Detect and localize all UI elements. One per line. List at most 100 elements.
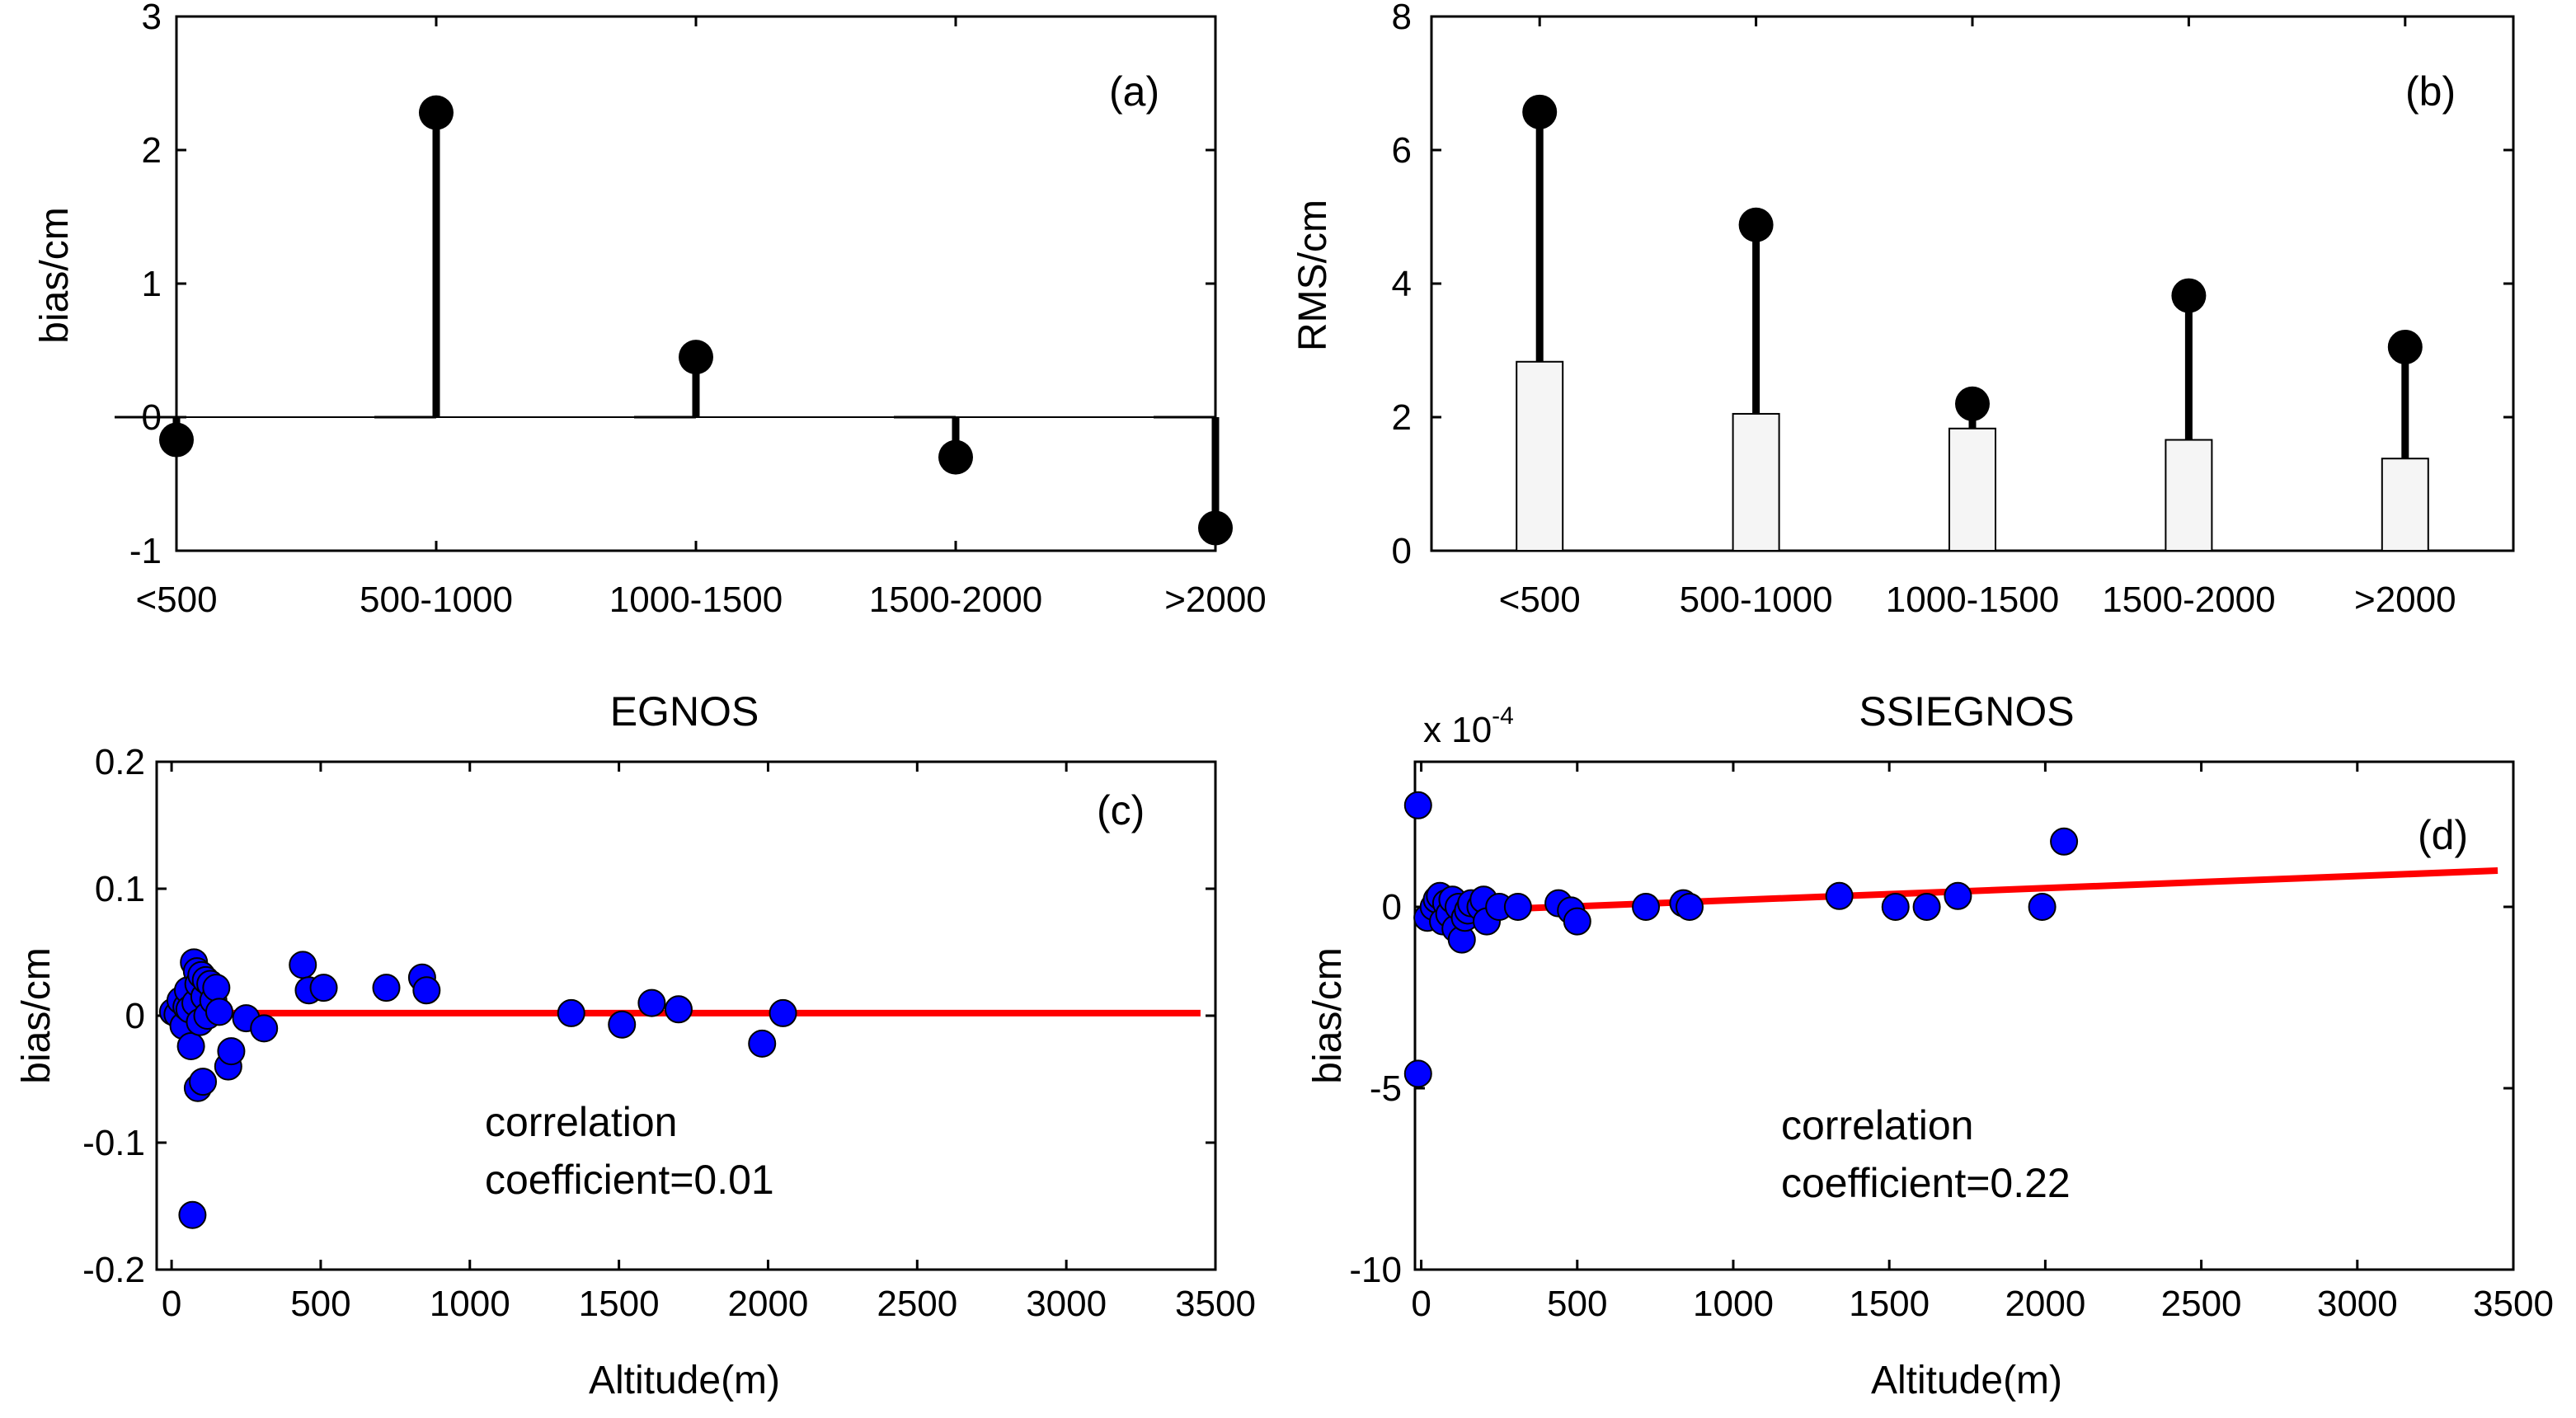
panel-d-y-tick-label: 0 [1382,887,1402,927]
panel-d-x-tick-label: 500 [1547,1284,1607,1324]
panel-a-stem-marker [1198,510,1233,546]
panel-c-data-point [769,998,797,1027]
panel-b-y-tick-label: 4 [1392,264,1412,304]
panel-b-bar [2381,458,2429,552]
panel-b-stem-marker [2387,329,2423,364]
panel-a-label: (a) [1109,68,1159,115]
panel-c-data-point [637,988,666,1017]
panel-d-x-axis-label: Altitude(m) [1871,1359,2062,1402]
panel-d-data-point [1563,907,1591,936]
panel-b-x-tick-label: 1500-2000 [2102,580,2275,620]
panel-c-data-point [412,976,441,1005]
panel-b-y-tick-label: 2 [1392,397,1412,438]
panel-d-scale-factor: x 10-4 [1423,702,1514,750]
panel-b-rms-by-altitude: RMS/cm (b) 0 2 4 6 8 <500 500-1000 1000-1500 150… [1291,0,2515,620]
panel-b-y-tick-label: 8 [1392,0,1412,37]
panel-c-data-point [557,998,585,1027]
panel-a-y-tick-label: -1 [129,531,162,571]
panel-d-data-point [1825,881,1854,910]
panel-c-egnos-scatter: EGNOS bias/cm Altitude(m) (c) correlatio… [15,688,1256,1402]
panel-d-x-tick-label: 1500 [1849,1284,1930,1324]
panel-a-stem-marker [679,340,713,375]
panel-a-y-tick-label: 3 [142,0,162,37]
panel-d-data-point [2028,893,2057,921]
panel-c-y-tick-label: -0.1 [82,1123,145,1163]
panel-b-x-tick-label: 1000-1500 [1886,580,2059,620]
panel-b-x-tick-label: >2000 [2354,580,2456,620]
panel-d-x-tick-label: 1000 [1693,1284,1774,1324]
panel-d-ssiegnos-scatter: SSIEGNOS x 10-4 bias/cm Altitude(m) (d) … [1306,688,2554,1402]
panel-a-x-tick-label: 1000-1500 [609,580,783,620]
panel-b-bar [2165,439,2213,552]
panel-a-y-tick-label: 2 [142,130,162,171]
panel-c-x-tick-label: 1500 [579,1284,660,1324]
panel-d-y-tick-label: -5 [1370,1068,1402,1109]
panel-d-plot-frame [1413,760,2515,1271]
panel-a-stem-marker [938,439,973,475]
panel-c-data-point [664,995,693,1024]
panel-b-stem-marker [1955,386,1990,421]
panel-c-x-tick-label: 3000 [1026,1284,1107,1324]
panel-c-data-point [748,1029,777,1058]
panel-b-x-tick-label: 500-1000 [1680,580,1833,620]
panel-d-data-point [1403,791,1432,819]
panel-a-x-tick-label: 1500-2000 [869,580,1042,620]
panel-c-title: EGNOS [610,688,759,735]
panel-d-x-tick-label: 3500 [2473,1284,2554,1324]
panel-b-bar [1516,360,1564,552]
panel-c-data-point [608,1010,637,1039]
panel-c-label: (c) [1097,787,1145,833]
panel-d-y-tick-label: -10 [1349,1250,1402,1290]
panel-b-y-tick-label: 6 [1392,130,1412,171]
panel-d-y-axis-label: bias/cm [1306,947,1350,1083]
panel-d-x-tick-label: 0 [1411,1284,1431,1324]
panel-c-x-tick-label: 1000 [430,1284,510,1324]
panel-c-data-point [202,974,231,1002]
panel-d-data-point [1503,893,1532,921]
panel-a-y-axis-label: bias/cm [33,207,77,343]
panel-d-label: (d) [2418,812,2468,858]
panel-c-data-point [250,1014,279,1043]
panel-a-x-tick-label: >2000 [1164,580,1267,620]
panel-b-label: (b) [2405,68,2456,115]
panel-c-data-point [372,974,401,1002]
panel-b-stem-marker [2171,278,2207,313]
panel-c-data-point [289,951,317,979]
panel-c-data-point [178,1200,207,1229]
panel-c-y-tick-label: 0 [125,996,145,1036]
panel-d-annotation-line1: correlation [1781,1102,1973,1148]
panel-d-x-tick-label: 2500 [2161,1284,2242,1324]
panel-d-x-tick-label: 3000 [2317,1284,2398,1324]
panel-d-data-point [1912,893,1941,921]
panel-a-stem-marker [419,95,454,130]
panel-b-bar [1732,412,1780,552]
panel-a-x-tick-label: <500 [135,580,217,620]
panel-c-x-axis-label: Altitude(m) [589,1359,780,1402]
panel-c-annotation-line2: coefficient=0.01 [485,1157,774,1203]
panel-d-title: SSIEGNOS [1859,688,2074,735]
panel-c-x-tick-label: 500 [290,1284,350,1324]
panel-d-data-point [1676,893,1704,921]
panel-c-x-tick-label: 2000 [728,1284,809,1324]
panel-c-y-tick-label: 0.1 [95,869,145,909]
panel-a-stem-marker [159,422,194,458]
panel-b-bar [1948,427,1996,552]
panel-d-data-point [1881,893,1910,921]
panel-d-x-tick-label: 2000 [2005,1284,2085,1324]
panel-b-y-axis-label: RMS/cm [1291,200,1335,351]
panel-c-data-point [309,974,338,1002]
panel-c-y-tick-label: -0.2 [82,1250,145,1290]
panel-a-y-tick-label: 1 [142,264,162,304]
panel-c-data-point [204,998,233,1026]
panel-c-y-axis-label: bias/cm [15,947,59,1083]
panel-d-data-point [1403,1059,1432,1088]
panel-c-x-tick-label: 3500 [1175,1284,1256,1324]
panel-c-data-point [176,1031,205,1060]
panel-b-x-tick-label: <500 [1499,580,1581,620]
panel-c-data-point [217,1037,246,1066]
panel-c-data-point [189,1068,218,1096]
panel-b-stem-marker [1738,207,1774,242]
panel-b-y-tick-label: 0 [1392,531,1412,571]
